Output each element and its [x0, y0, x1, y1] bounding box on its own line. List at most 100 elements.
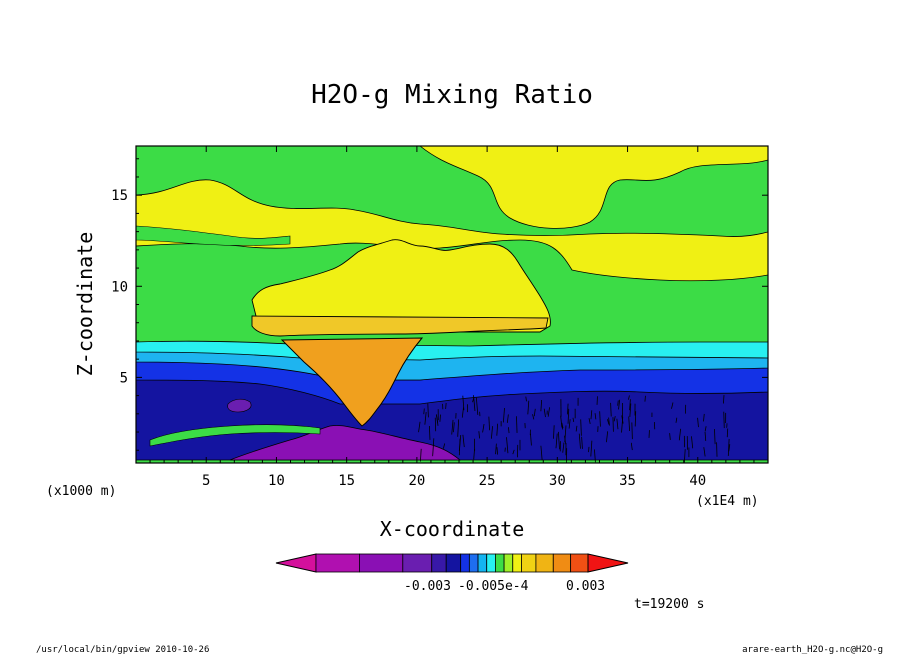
noise-stroke [427, 403, 429, 418]
noise-stroke [630, 442, 633, 451]
noise-stroke [607, 419, 610, 425]
noise-stroke [561, 425, 564, 430]
noise-stroke [423, 408, 425, 415]
noise-stroke [678, 428, 682, 441]
y-unit-label: (x1000 m) [46, 484, 116, 499]
noise-stroke [599, 411, 601, 427]
noise-stroke [691, 436, 694, 449]
noise-stroke [567, 403, 569, 415]
noise-stroke [462, 395, 465, 411]
x-tick-label: 35 [619, 473, 636, 489]
noise-stroke [482, 423, 485, 433]
noise-stroke [714, 429, 716, 445]
noise-stroke [613, 416, 616, 422]
noise-stroke [424, 411, 427, 425]
noise-stroke [580, 419, 582, 436]
y-tick-label: 15 [111, 188, 128, 204]
noise-stroke [616, 418, 619, 430]
noise-stroke [451, 419, 454, 435]
noise-stroke [723, 395, 725, 404]
colorbar-band [477, 553, 488, 573]
noise-stroke [495, 443, 497, 455]
noise-stroke [540, 399, 543, 412]
colorbar-band [503, 553, 514, 573]
noise-stroke [462, 434, 465, 448]
region-light-orange-band [251, 315, 549, 337]
region-yellow-mid-band [136, 179, 768, 282]
noise-stroke [703, 413, 705, 422]
noise-stroke [629, 399, 631, 411]
noise-stroke [561, 422, 564, 429]
noise-stroke [473, 395, 476, 411]
noise-stroke [435, 414, 439, 424]
noise-stroke [675, 417, 678, 423]
noise-stroke [475, 397, 479, 415]
noise-stroke [590, 410, 593, 420]
y-tick-label: 5 [120, 370, 128, 386]
x-tick-label: 15 [338, 473, 355, 489]
noise-stroke [432, 438, 435, 457]
colorbar-band [468, 553, 479, 573]
noise-stroke [490, 426, 493, 439]
x-tick-label: 20 [408, 473, 425, 489]
noise-stroke [453, 422, 455, 433]
noise-stroke [512, 449, 515, 455]
colorbar-band [486, 553, 496, 573]
noise-stroke [496, 447, 499, 455]
x-tick-label: 25 [479, 473, 496, 489]
noise-stroke [506, 414, 509, 423]
colorbar-band [359, 553, 404, 573]
noise-stroke [533, 408, 536, 417]
noise-stroke [532, 414, 535, 420]
noise-stroke [669, 433, 671, 440]
footer-left: /usr/local/bin/gpview 2010-10-26 [36, 645, 209, 654]
chart-title: H2O-g Mixing Ratio [311, 80, 593, 110]
x-unit-label: (x1E4 m) [696, 494, 759, 509]
colorbar-band [495, 553, 505, 573]
noise-stroke [628, 416, 630, 432]
y-tick-label: 10 [111, 279, 128, 295]
noise-stroke [418, 421, 421, 433]
noise-stroke [703, 447, 706, 457]
region-orange-core [280, 337, 424, 427]
convective-noise [418, 395, 731, 463]
noise-stroke [606, 431, 609, 443]
colorbar-label-1: -0.003 [404, 579, 451, 594]
noise-stroke [671, 402, 674, 409]
noise-stroke [618, 399, 621, 410]
noise-stroke [458, 435, 462, 452]
x-axis: 5 10 15 20 25 30 35 40 [149, 146, 755, 489]
noise-stroke [543, 408, 546, 418]
noise-stroke [644, 395, 646, 402]
noise-stroke [420, 448, 422, 462]
footer-right: arare-earth_H2O-g.nc@H2O-g [742, 645, 883, 654]
colorbar-arrow-low [275, 553, 317, 573]
colorbar-band [315, 553, 360, 573]
noise-stroke [704, 426, 707, 432]
colorbar-label-2: -0.005e-4 [458, 579, 529, 594]
noise-stroke [553, 425, 555, 439]
noise-stroke [516, 416, 518, 433]
noise-stroke [457, 419, 460, 437]
colorbar-band [402, 553, 433, 573]
noise-stroke [540, 445, 543, 461]
colorbar-arrow-high [587, 553, 629, 573]
region-yellow-top-right [419, 146, 768, 229]
noise-stroke [547, 407, 550, 417]
noise-stroke [683, 449, 686, 463]
noise-stroke [527, 400, 530, 415]
x-tick-label: 30 [549, 473, 566, 489]
colorbar-band [460, 553, 470, 573]
noise-stroke [617, 400, 619, 406]
x-axis-title: X-coordinate [380, 517, 525, 541]
noise-stroke [568, 419, 571, 429]
noise-stroke [631, 422, 633, 440]
noise-stroke [478, 431, 480, 439]
colorbar-band [570, 553, 589, 573]
time-label: t=19200 s [634, 597, 704, 612]
noise-stroke [728, 444, 731, 452]
noise-stroke [461, 407, 464, 418]
noise-stroke [704, 431, 707, 441]
noise-stroke [525, 396, 527, 402]
